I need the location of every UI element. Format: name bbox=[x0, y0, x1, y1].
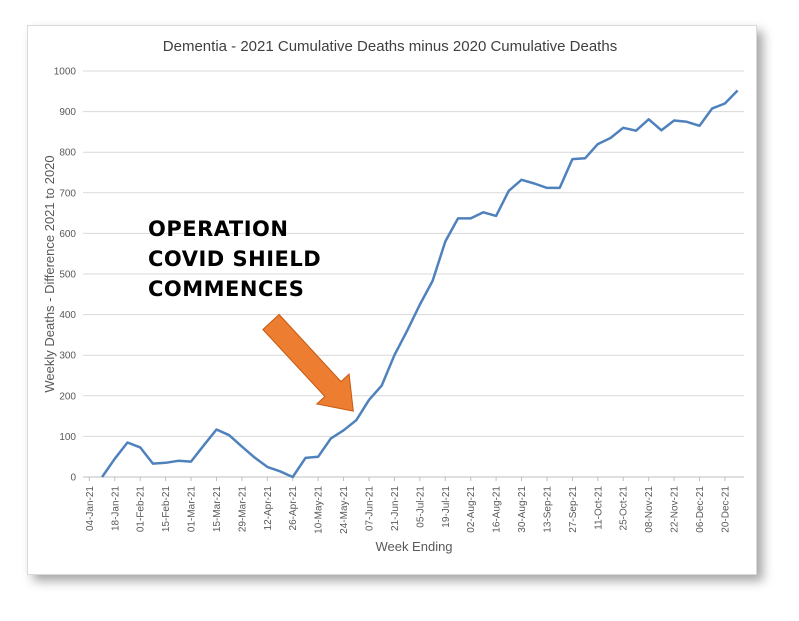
line-chart: Dementia - 2021 Cumulative Deaths minus … bbox=[42, 38, 744, 554]
x-tick-label: 11-Oct-21 bbox=[593, 486, 604, 530]
y-tick-label: 0 bbox=[70, 473, 76, 484]
x-tick-label: 16-Aug-21 bbox=[492, 486, 503, 533]
x-tick-label: 24-May-21 bbox=[339, 486, 350, 534]
annotation-line: COMMENCES bbox=[148, 277, 304, 301]
y-tick-label: 500 bbox=[59, 270, 76, 281]
y-tick-label: 100 bbox=[59, 432, 76, 443]
chart-title: Dementia - 2021 Cumulative Deaths minus … bbox=[163, 38, 617, 55]
series-line-0 bbox=[101, 89, 739, 479]
x-tick-label: 15-Mar-21 bbox=[212, 486, 223, 533]
x-tick-label: 26-Apr-21 bbox=[288, 486, 299, 531]
x-tick-label: 15-Feb-21 bbox=[161, 486, 172, 533]
x-tick-label: 21-Jun-21 bbox=[390, 486, 401, 531]
chart-frame: Dementia - 2021 Cumulative Deaths minus … bbox=[27, 25, 757, 575]
y-tick-label: 600 bbox=[59, 229, 76, 240]
x-tick-label: 10-May-21 bbox=[314, 486, 325, 534]
x-tick-label: 08-Nov-21 bbox=[644, 486, 655, 533]
y-tick-label: 300 bbox=[59, 351, 76, 362]
y-tick-label: 700 bbox=[59, 188, 76, 199]
x-tick-label: 01-Mar-21 bbox=[187, 486, 198, 533]
x-tick-label: 27-Sep-21 bbox=[568, 486, 579, 533]
annotation: OPERATION COVID SHIELD COMMENCES bbox=[148, 217, 354, 412]
x-tick-label: 20-Dec-21 bbox=[720, 486, 731, 533]
gridlines bbox=[83, 70, 744, 478]
x-tick-label: 25-Oct-21 bbox=[619, 486, 630, 531]
series-layer bbox=[101, 89, 739, 479]
x-tick-label: 30-Aug-21 bbox=[517, 486, 528, 533]
x-tick-label: 19-Jul-21 bbox=[441, 486, 452, 528]
x-tick-label: 07-Jun-21 bbox=[365, 486, 376, 531]
x-axis-title: Week Ending bbox=[375, 539, 452, 554]
x-tick-label: 05-Jul-21 bbox=[415, 486, 426, 528]
x-tick-labels: 04-Jan-21 18-Jan-21 01-Feb-21 15-Feb-21 01-M… bbox=[85, 477, 731, 534]
x-tick-label: 04-Jan-21 bbox=[85, 486, 96, 531]
y-tick-labels: 0 100 200 300 400 500 600 700 800 900 1000 bbox=[54, 67, 77, 484]
y-tick-label: 1000 bbox=[54, 67, 77, 78]
annotation-line: OPERATION bbox=[148, 217, 288, 241]
x-tick-label: 22-Nov-21 bbox=[670, 486, 681, 533]
x-tick-label: 02-Aug-21 bbox=[466, 486, 477, 533]
annotation-line: COVID SHIELD bbox=[148, 247, 321, 271]
x-tick-label: 12-Apr-21 bbox=[263, 486, 274, 531]
y-axis-title: Weekly Deaths - Difference 2021 to 2020 bbox=[42, 155, 57, 392]
y-tick-label: 400 bbox=[59, 310, 76, 321]
annotation-arrow bbox=[262, 313, 354, 412]
y-tick-label: 900 bbox=[59, 107, 76, 118]
x-tick-label: 29-Mar-21 bbox=[237, 486, 248, 533]
x-tick-label: 06-Dec-21 bbox=[695, 486, 706, 533]
x-tick-label: 13-Sep-21 bbox=[542, 486, 553, 533]
x-tick-label: 18-Jan-21 bbox=[110, 486, 121, 531]
y-tick-label: 200 bbox=[59, 391, 76, 402]
y-tick-label: 800 bbox=[59, 148, 76, 159]
x-tick-label: 01-Feb-21 bbox=[136, 486, 147, 533]
